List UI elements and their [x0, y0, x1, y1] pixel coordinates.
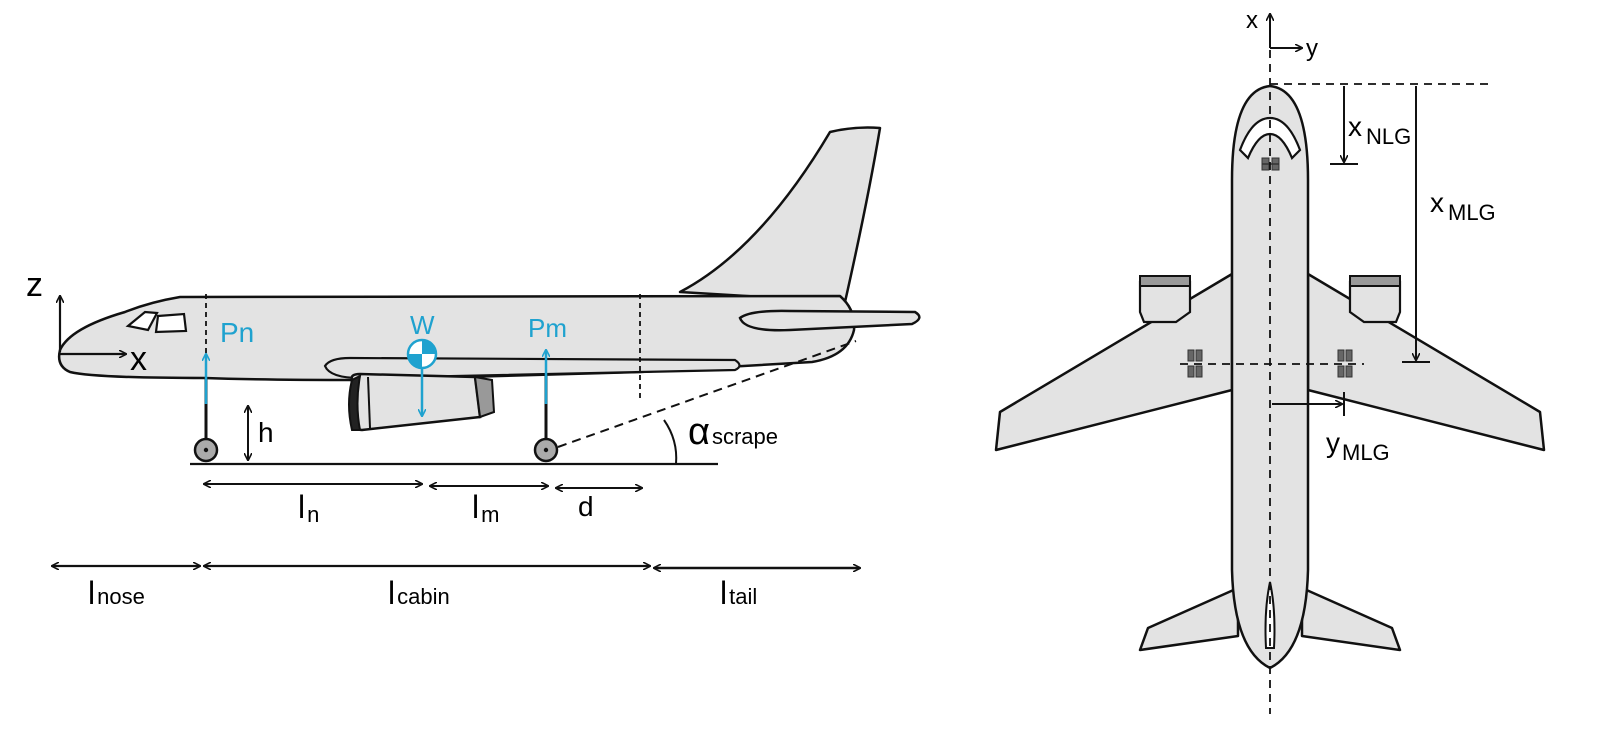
- xnlg-sub: NLG: [1366, 124, 1411, 149]
- xnlg-main: x: [1348, 111, 1362, 142]
- right-engine-top: [1348, 275, 1402, 324]
- ln-label: ln: [298, 489, 319, 527]
- left-wing: [994, 272, 1234, 452]
- lnose-sub: nose: [97, 584, 145, 609]
- z-axis-label: z: [26, 266, 43, 304]
- scrape-angle-line: [557, 340, 857, 448]
- cockpit-windows-top: [1238, 116, 1302, 160]
- ymlg-sub: MLG: [1342, 440, 1390, 465]
- xmlg-sub: MLG: [1448, 200, 1496, 225]
- center-of-gravity-icon: [406, 338, 438, 370]
- xmlg-label: x MLG: [1430, 187, 1496, 225]
- lcabin-label: lcabin: [388, 575, 450, 611]
- ln-sub: n: [307, 502, 319, 527]
- weight-label: W: [410, 310, 435, 340]
- left-engine-top: [1138, 275, 1192, 324]
- ltail-label: ltail: [720, 575, 757, 611]
- cockpit-windows: [125, 310, 188, 334]
- main-wheel: [533, 437, 559, 463]
- lcabin-main: l: [388, 575, 395, 611]
- scrape-angle-label: αscrape: [688, 411, 778, 453]
- scrape-angle-arc: [663, 419, 678, 465]
- engine: [348, 372, 496, 432]
- x-axis-label: x: [130, 340, 147, 378]
- main-force-label: Pm: [528, 313, 567, 343]
- lm-label: lm: [472, 489, 499, 527]
- nose-force-label: Pn: [220, 317, 254, 348]
- d-label: d: [578, 491, 594, 522]
- ymlg-main: y: [1326, 427, 1340, 458]
- xnlg-label: x NLG: [1348, 111, 1411, 149]
- scrape-angle-subscript: scrape: [712, 424, 778, 449]
- xmlg-main: x: [1430, 187, 1444, 218]
- height-label: h: [258, 417, 274, 448]
- left-tailplane: [1138, 586, 1240, 652]
- lm-main: l: [472, 489, 479, 525]
- lnose-main: l: [88, 575, 95, 611]
- top-y-axis-label: y: [1306, 35, 1318, 62]
- ltail-main: l: [720, 575, 727, 611]
- nose-wheel: [193, 437, 219, 463]
- lcabin-sub: cabin: [397, 584, 450, 609]
- ln-main: l: [298, 489, 305, 525]
- left-main-gear-marker: [1187, 349, 1203, 378]
- horizontal-stabilizer: [738, 309, 921, 332]
- right-main-gear-marker: [1337, 349, 1353, 378]
- scrape-angle-symbol: α: [688, 411, 710, 453]
- lnose-label: lnose: [88, 575, 145, 611]
- ltail-sub: tail: [729, 584, 757, 609]
- top-x-axis-label: x: [1246, 7, 1258, 34]
- ymlg-label: yMLG: [1326, 427, 1390, 465]
- top-view: x y x NLG x MLG yMLG: [994, 7, 1546, 714]
- vertical-tail-fin: [678, 126, 882, 304]
- lm-sub: m: [481, 502, 499, 527]
- right-tailplane: [1300, 586, 1402, 652]
- side-view: z x h Pn Pm W αscrape ln lm d: [26, 126, 921, 611]
